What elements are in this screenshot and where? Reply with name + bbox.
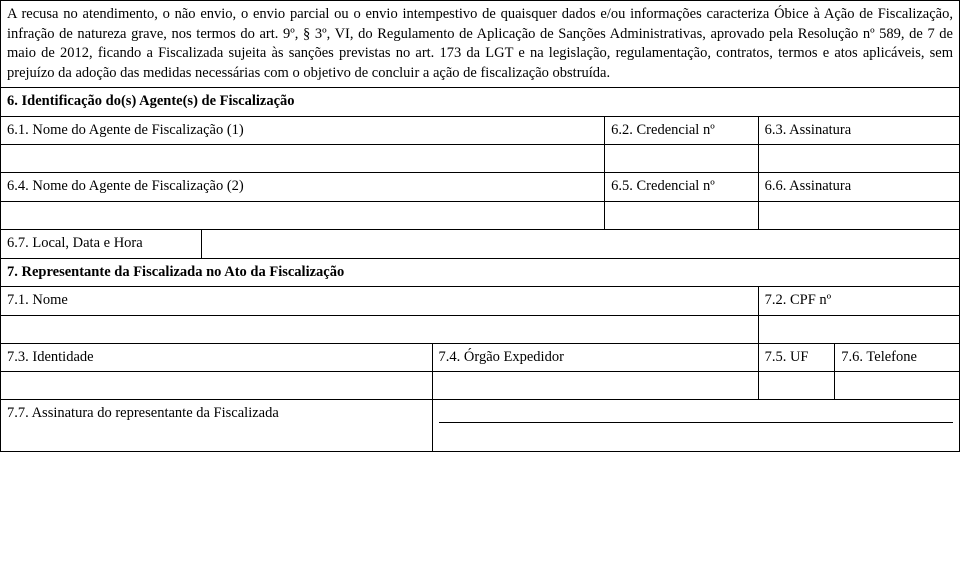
label-7-6: 7.6. Telefone	[835, 343, 960, 372]
section7-row1-values	[1, 315, 960, 343]
section7-header: 7. Representante da Fiscalizada no Ato d…	[1, 258, 960, 287]
field-6-1[interactable]	[1, 145, 605, 173]
form-table: A recusa no atendimento, o não envio, o …	[0, 0, 960, 452]
label-7-5: 7.5. UF	[758, 343, 835, 372]
section6-header-row: 6. Identificação do(s) Agente(s) de Fisc…	[1, 88, 960, 117]
section7-row2-values	[1, 372, 960, 400]
label-6-3: 6.3. Assinatura	[758, 116, 959, 145]
label-6-7: 6.7. Local, Data e Hora	[1, 229, 202, 258]
section7-row1-labels: 7.1. Nome 7.2. CPF nº	[1, 287, 960, 316]
label-6-1: 6.1. Nome do Agente de Fiscalização (1)	[1, 116, 605, 145]
field-6-3[interactable]	[758, 145, 959, 173]
field-7-2[interactable]	[758, 315, 959, 343]
label-7-2: 7.2. CPF nº	[758, 287, 959, 316]
field-6-5[interactable]	[605, 201, 758, 229]
label-7-1: 7.1. Nome	[1, 287, 759, 316]
label-6-2: 6.2. Credencial nº	[605, 116, 758, 145]
field-6-6[interactable]	[758, 201, 959, 229]
paragraph-row: A recusa no atendimento, o não envio, o …	[1, 1, 960, 88]
label-6-4: 6.4. Nome do Agente de Fiscalização (2)	[1, 173, 605, 202]
signature-line	[439, 422, 953, 423]
field-6-7[interactable]	[202, 229, 960, 258]
field-7-6[interactable]	[835, 372, 960, 400]
field-7-7-signature[interactable]	[432, 400, 959, 452]
field-7-1[interactable]	[1, 315, 759, 343]
label-7-7: 7.7. Assinatura do representante da Fisc…	[1, 400, 433, 452]
section7-row2-labels: 7.3. Identidade 7.4. Órgão Expedidor 7.5…	[1, 343, 960, 372]
section6-row2-values	[1, 201, 960, 229]
paragraph-cell: A recusa no atendimento, o não envio, o …	[1, 1, 960, 88]
section7-header-row: 7. Representante da Fiscalizada no Ato d…	[1, 258, 960, 287]
section7-row3: 7.7. Assinatura do representante da Fisc…	[1, 400, 960, 452]
section6-header: 6. Identificação do(s) Agente(s) de Fisc…	[1, 88, 960, 117]
label-7-4: 7.4. Órgão Expedidor	[432, 343, 758, 372]
field-6-2[interactable]	[605, 145, 758, 173]
section6-row3: 6.7. Local, Data e Hora	[1, 229, 960, 258]
section6-row1-labels: 6.1. Nome do Agente de Fiscalização (1) …	[1, 116, 960, 145]
field-7-3[interactable]	[1, 372, 433, 400]
label-6-5: 6.5. Credencial nº	[605, 173, 758, 202]
field-7-5[interactable]	[758, 372, 835, 400]
section6-row1-values	[1, 145, 960, 173]
section6-row2-labels: 6.4. Nome do Agente de Fiscalização (2) …	[1, 173, 960, 202]
label-6-6: 6.6. Assinatura	[758, 173, 959, 202]
label-7-3: 7.3. Identidade	[1, 343, 433, 372]
field-7-4[interactable]	[432, 372, 758, 400]
field-6-4[interactable]	[1, 201, 605, 229]
